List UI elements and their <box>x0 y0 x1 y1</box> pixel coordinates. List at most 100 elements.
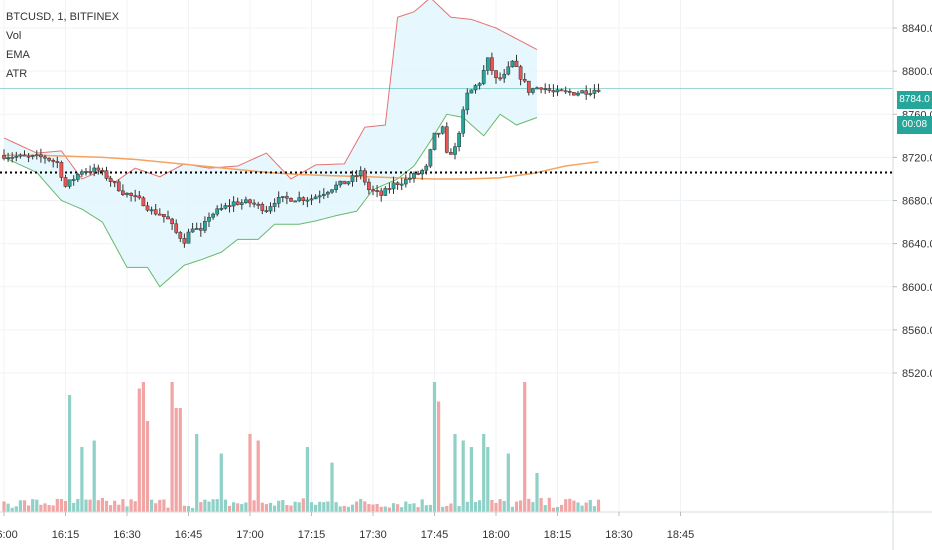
indicator-ema[interactable]: EMA <box>6 49 30 61</box>
time-tick-label: 16:00 <box>0 529 18 541</box>
volume-bar <box>191 507 195 512</box>
candle-body <box>506 66 511 75</box>
atr-band-fill <box>4 0 537 287</box>
countdown-badge: 00:08 <box>897 116 932 134</box>
candle-body <box>358 170 363 177</box>
volume-bar <box>322 502 326 512</box>
volume-bar <box>117 504 121 512</box>
candle-body <box>6 157 10 159</box>
candle-body <box>424 165 429 171</box>
candle-body <box>584 90 589 95</box>
candle-body <box>285 196 289 199</box>
candle-body <box>162 214 166 217</box>
candle-body <box>416 173 420 175</box>
candle-body <box>55 161 60 163</box>
volume-bar <box>240 504 244 512</box>
volume-bar <box>104 500 109 512</box>
candle-body <box>391 182 396 190</box>
candle-body <box>309 198 314 201</box>
candle-body <box>272 202 277 207</box>
time-tick-label: 16:45 <box>175 529 203 541</box>
candle-body <box>383 188 388 196</box>
symbol-label[interactable]: BTCUSD, 1, BITFINEX <box>6 11 120 23</box>
candle-body <box>203 221 207 231</box>
candle-body <box>326 191 330 195</box>
candle-body <box>580 90 584 94</box>
volume-bar <box>248 434 252 512</box>
candle-body <box>289 197 293 202</box>
time-tick-label: 18:15 <box>544 529 572 541</box>
volume-bar <box>88 499 92 512</box>
volume-bar <box>133 501 137 512</box>
volume-bar <box>162 499 166 512</box>
volume-bar <box>387 507 391 512</box>
candle-body <box>104 170 109 179</box>
volume-bar <box>535 473 539 512</box>
volume-bar <box>478 500 482 512</box>
time-tick-label: 16:30 <box>113 529 141 541</box>
candle-body <box>403 178 408 185</box>
candle-body <box>39 154 43 158</box>
volume-bar <box>215 499 219 512</box>
volume-bar <box>551 507 555 512</box>
candle-body <box>256 203 261 206</box>
candle-body <box>211 213 215 218</box>
volume-bar <box>281 500 285 512</box>
candle-body <box>121 190 125 195</box>
volume-bar <box>412 503 416 512</box>
indicator-atr[interactable]: ATR <box>6 68 28 80</box>
candle-body <box>444 126 449 153</box>
volume-bar <box>543 505 547 512</box>
volume-bar <box>63 501 68 512</box>
volume-bar <box>35 499 39 512</box>
volume-bar <box>391 503 396 512</box>
candle-body <box>510 60 515 68</box>
candle-body <box>592 89 597 94</box>
candle-body <box>338 180 343 186</box>
volume-bar <box>490 499 494 512</box>
candle-body <box>231 201 236 207</box>
price-tick-label: 8720.0 <box>902 152 932 164</box>
volume-bar <box>330 462 334 512</box>
price-tick-label: 8680.0 <box>902 196 932 208</box>
volume-bar <box>494 502 498 512</box>
candle-body <box>84 171 88 173</box>
candle-body <box>567 90 572 93</box>
candle-body <box>47 157 51 161</box>
chart-legend: BTCUSD, 1, BITFINEX Vol EMA ATR <box>6 8 119 84</box>
volume-bar <box>576 502 580 512</box>
volume-bar <box>596 499 601 512</box>
indicator-vol[interactable]: Vol <box>6 30 22 42</box>
volume-bar <box>51 505 55 512</box>
volume-bar <box>80 447 84 512</box>
candle-body <box>387 188 392 190</box>
candle-body <box>88 171 92 173</box>
atr-upper-line <box>3 0 538 183</box>
candle-body <box>440 126 445 134</box>
volume-bar <box>498 499 502 512</box>
ema-line <box>4 154 599 180</box>
candle-body <box>194 228 199 230</box>
volume-bar <box>289 505 293 512</box>
candle-body <box>313 196 318 200</box>
candle-body <box>551 90 556 93</box>
volume-bar <box>564 499 568 512</box>
candle-body <box>34 154 39 157</box>
volume-bar <box>420 499 424 512</box>
candle-body <box>596 89 601 92</box>
volume-bar <box>371 504 375 512</box>
candle-body <box>252 202 256 205</box>
candle-body <box>10 156 15 159</box>
volume-bar <box>92 440 96 512</box>
volume-bar <box>277 500 281 512</box>
candle-body <box>264 210 269 213</box>
volume-bar <box>68 395 72 512</box>
volume-bar <box>355 501 359 512</box>
candle-body <box>469 89 474 94</box>
candle-body <box>174 223 179 233</box>
candle-body <box>367 181 371 191</box>
volume-bar <box>244 502 248 512</box>
volume-bar <box>236 503 240 512</box>
candle-body <box>166 216 170 220</box>
